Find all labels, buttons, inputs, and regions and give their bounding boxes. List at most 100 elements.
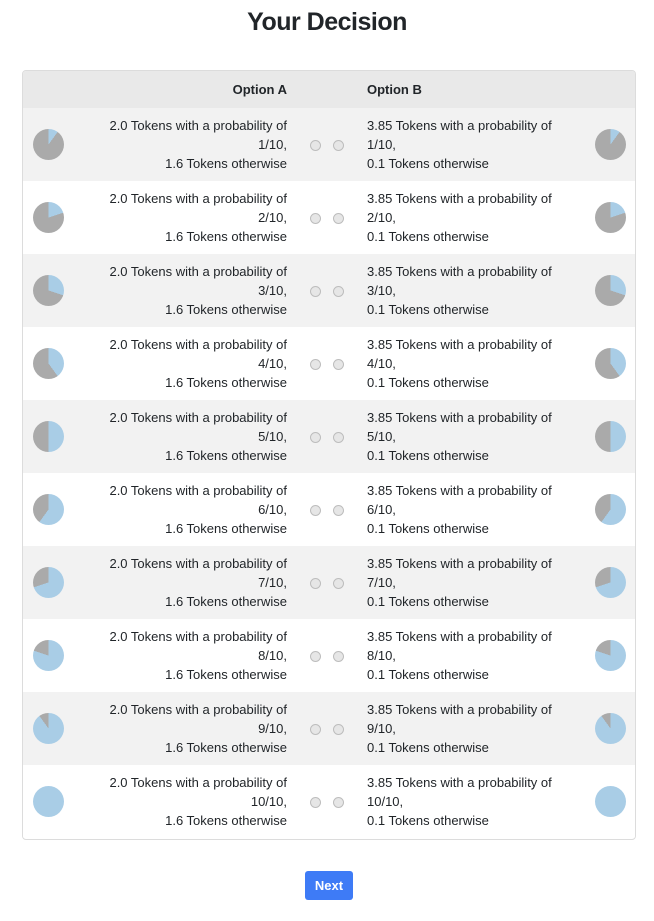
radio-option-a[interactable] — [310, 651, 321, 663]
option-b-line: 3.85 Tokens with a probability of — [367, 556, 552, 571]
option-a-line: 2.0 Tokens with a probability of — [109, 410, 287, 425]
pie-cell-right — [571, 254, 635, 327]
pie-cell-left — [23, 692, 87, 765]
probability-pie-chart-a — [32, 640, 64, 671]
option-b-line: 4/10, — [367, 356, 396, 371]
probability-pie-chart-a — [32, 421, 64, 452]
option-b-line: 9/10, — [367, 721, 396, 736]
option-a-line: 1.6 Tokens otherwise — [165, 302, 287, 317]
radio-option-a[interactable] — [310, 432, 321, 444]
option-a-line: 1.6 Tokens otherwise — [165, 813, 287, 828]
option-a-line: 4/10, — [258, 356, 287, 371]
decision-row: 2.0 Tokens with a probability of 5/10, 1.6… — [23, 400, 635, 473]
radio-option-b[interactable] — [333, 359, 344, 371]
radio-option-a[interactable] — [310, 213, 321, 225]
decision-table-card: Option A Option B 2.0 Tokens with a prob… — [22, 70, 636, 840]
pie-cell-left — [23, 254, 87, 327]
radio-option-b[interactable] — [333, 140, 344, 152]
radio-option-b[interactable] — [333, 213, 344, 225]
radio-option-b[interactable] — [333, 724, 344, 736]
pie-cell-left — [23, 327, 87, 400]
header-option-a: Option A — [232, 82, 287, 97]
option-a-line: 2.0 Tokens with a probability of — [109, 483, 287, 498]
pie-cell-right — [571, 692, 635, 765]
choice-radios — [287, 473, 367, 546]
probability-pie-chart-a — [32, 275, 64, 306]
radio-option-b[interactable] — [333, 651, 344, 663]
option-a-line: 1.6 Tokens otherwise — [165, 448, 287, 463]
radio-option-b[interactable] — [333, 432, 344, 444]
choice-radios — [287, 181, 367, 254]
probability-pie-chart-a — [32, 567, 64, 598]
radio-option-a[interactable] — [310, 505, 321, 517]
header-spacer-left — [23, 71, 87, 108]
radio-option-a[interactable] — [310, 286, 321, 298]
radio-option-b[interactable] — [333, 797, 344, 809]
option-b-line: 5/10, — [367, 429, 396, 444]
option-a-line: 2.0 Tokens with a probability of — [109, 775, 287, 790]
choice-radios — [287, 765, 367, 838]
option-b-line: 8/10, — [367, 648, 396, 663]
radio-option-a[interactable] — [310, 724, 321, 736]
option-b-line: 0.1 Tokens otherwise — [367, 156, 489, 171]
decision-row: 2.0 Tokens with a probability of 10/10, 1.… — [23, 765, 635, 838]
decision-row: 2.0 Tokens with a probability of 8/10, 1.6… — [23, 619, 635, 692]
decision-rows: 2.0 Tokens with a probability of 1/10, 1.6… — [23, 108, 635, 838]
choice-radios — [287, 108, 367, 181]
option-a-line: 2.0 Tokens with a probability of — [109, 191, 287, 206]
probability-pie-chart-b — [594, 786, 626, 817]
pie-cell-left — [23, 619, 87, 692]
option-b-line: 2/10, — [367, 210, 396, 225]
header-spacer-center — [287, 71, 367, 108]
radio-option-b[interactable] — [333, 578, 344, 590]
option-a-line: 2.0 Tokens with a probability of — [109, 629, 287, 644]
probability-pie-chart-b — [594, 202, 626, 233]
pie-cell-right — [571, 400, 635, 473]
pie-cell-left — [23, 108, 87, 181]
probability-pie-chart-a — [32, 129, 64, 160]
probability-pie-chart-b — [594, 275, 626, 306]
radio-option-b[interactable] — [333, 286, 344, 298]
option-a-line: 8/10, — [258, 648, 287, 663]
pie-cell-left — [23, 400, 87, 473]
option-b-description: 3.85 Tokens with a probability of 4/10, 0.… — [367, 327, 571, 400]
option-a-line: 7/10, — [258, 575, 287, 590]
radio-option-a[interactable] — [310, 797, 321, 809]
option-a-line: 2.0 Tokens with a probability of — [109, 118, 287, 133]
option-b-line: 0.1 Tokens otherwise — [367, 375, 489, 390]
option-a-line: 1.6 Tokens otherwise — [165, 594, 287, 609]
pie-cell-left — [23, 546, 87, 619]
decision-row: 2.0 Tokens with a probability of 6/10, 1.6… — [23, 473, 635, 546]
probability-pie-chart-a — [32, 494, 64, 525]
choice-radios — [287, 327, 367, 400]
option-b-line: 7/10, — [367, 575, 396, 590]
probability-pie-chart-a — [32, 786, 64, 817]
option-b-line: 10/10, — [367, 794, 404, 809]
pie-cell-right — [571, 765, 635, 838]
probability-pie-chart-a — [32, 348, 64, 379]
option-b-description: 3.85 Tokens with a probability of 6/10, 0.… — [367, 473, 571, 546]
decision-row: 2.0 Tokens with a probability of 7/10, 1.6… — [23, 546, 635, 619]
option-a-description: 2.0 Tokens with a probability of 2/10, 1.6… — [87, 181, 287, 254]
pie-cell-right — [571, 619, 635, 692]
option-a-line: 1.6 Tokens otherwise — [165, 521, 287, 536]
probability-pie-chart-b — [594, 129, 626, 160]
option-b-description: 3.85 Tokens with a probability of 7/10, 0.… — [367, 546, 571, 619]
radio-option-a[interactable] — [310, 140, 321, 152]
option-a-description: 2.0 Tokens with a probability of 8/10, 1.6… — [87, 619, 287, 692]
option-b-line: 3.85 Tokens with a probability of — [367, 775, 552, 790]
option-b-line: 3.85 Tokens with a probability of — [367, 702, 552, 717]
next-button[interactable]: Next — [305, 871, 353, 900]
option-a-description: 2.0 Tokens with a probability of 9/10, 1.6… — [87, 692, 287, 765]
radio-option-a[interactable] — [310, 578, 321, 590]
radio-option-b[interactable] — [333, 505, 344, 517]
choice-radios — [287, 619, 367, 692]
option-a-description: 2.0 Tokens with a probability of 10/10, 1.… — [87, 765, 287, 838]
header-option-b: Option B — [367, 82, 422, 97]
option-b-line: 0.1 Tokens otherwise — [367, 667, 489, 682]
option-a-line: 2.0 Tokens with a probability of — [109, 337, 287, 352]
radio-option-a[interactable] — [310, 359, 321, 371]
decision-row: 2.0 Tokens with a probability of 4/10, 1.6… — [23, 327, 635, 400]
decision-row: 2.0 Tokens with a probability of 2/10, 1.6… — [23, 181, 635, 254]
option-b-description: 3.85 Tokens with a probability of 9/10, 0.… — [367, 692, 571, 765]
